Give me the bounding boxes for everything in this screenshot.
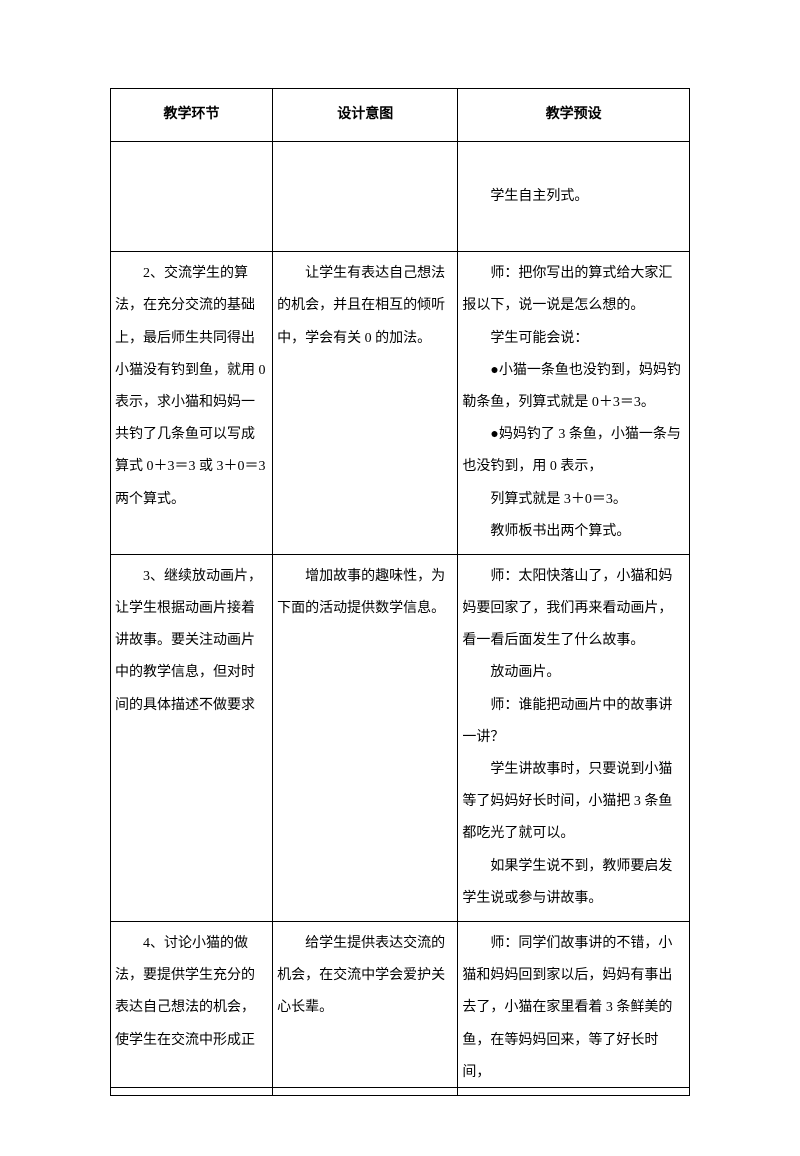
paragraph: 3、继续放动画片，让学生根据动画片接着讲故事。要关注动画片中的教学信息，但对时间… [115,561,268,722]
header-design-intent: 设计意图 [273,89,458,142]
cell-intent-3: 增加故事的趣味性，为下面的活动提供数学信息。 [273,554,458,921]
paragraph: 让学生有表达自己想法的机会，并且在相互的倾听中，学会有关 0 的加法。 [277,258,453,355]
cell-preset-2: 师：把你写出的算式给大家汇报以下，说一说是怎么想的。 学生可能会说： ●小猫一条… [458,252,690,555]
paragraph: 师：把你写出的算式给大家汇报以下，说一说是怎么想的。 [462,258,685,322]
paragraph: 2、交流学生的算法，在充分交流的基础上，最后师生共同得出小猫没有钓到鱼，就用 0… [115,258,268,516]
table-row: 4、讨论小猫的做法，要提供学生充分的表达自己想法的机会，使学生在交流中形成正 给… [111,921,690,1095]
table-row: 3、继续放动画片，让学生根据动画片接着讲故事。要关注动画片中的教学信息，但对时间… [111,554,690,921]
paragraph: 4、讨论小猫的做法，要提供学生充分的表达自己想法的机会，使学生在交流中形成正 [115,928,268,1057]
paragraph: 学生可能会说： [462,323,685,355]
table-row: 2、交流学生的算法，在充分交流的基础上，最后师生共同得出小猫没有钓到鱼，就用 0… [111,252,690,555]
paragraph: 教师板书出两个算式。 [462,516,685,548]
paragraph: 师：太阳快落山了，小猫和妈妈要回家了，我们再来看动画片，看一看后面发生了什么故事… [462,561,685,658]
lesson-plan-table: 教学环节 设计意图 教学预设 学生自主列式。 2、交流学生的算法，在充分交流的基… [110,88,690,1096]
paragraph: 学生讲故事时，只要说到小猫等了妈妈好长时间，小猫把 3 条鱼都吃光了就可以。 [462,754,685,851]
cell-segment-3: 3、继续放动画片，让学生根据动画片接着讲故事。要关注动画片中的教学信息，但对时间… [111,554,273,921]
table-row: 学生自主列式。 [111,142,690,252]
paragraph: 学生自主列式。 [462,181,685,213]
paragraph: 列算式就是 3＋0＝3。 [462,484,685,516]
cell-preset-3: 师：太阳快落山了，小猫和妈妈要回家了，我们再来看动画片，看一看后面发生了什么故事… [458,554,690,921]
paragraph: 增加故事的趣味性，为下面的活动提供数学信息。 [277,561,453,625]
cell-intent-4: 给学生提供表达交流的机会，在交流中学会爱护关心长辈。 [273,921,458,1095]
paragraph: ●小猫一条鱼也没钓到，妈妈钓勒条鱼，列算式就是 0＋3＝3。 [462,355,685,419]
paragraph: 师：谁能把动画片中的故事讲一讲？ [462,690,685,754]
paragraph: 如果学生说不到，教师要启发学生说或参与讲故事。 [462,851,685,915]
cell-preset-1: 学生自主列式。 [458,142,690,252]
document-page: 教学环节 设计意图 教学预设 学生自主列式。 2、交流学生的算法，在充分交流的基… [0,0,800,1156]
cell-intent-2: 让学生有表达自己想法的机会，并且在相互的倾听中，学会有关 0 的加法。 [273,252,458,555]
paragraph: ●妈妈钓了 3 条鱼，小猫一条与也没钓到，用 0 表示， [462,419,685,483]
cell-segment-4: 4、讨论小猫的做法，要提供学生充分的表达自己想法的机会，使学生在交流中形成正 [111,921,273,1095]
cell-segment-1 [111,142,273,252]
cell-preset-4: 师：同学们故事讲的不错，小猫和妈妈回到家以后，妈妈有事出去了，小猫在家里看着 3… [458,921,690,1095]
footer-divider [110,1087,690,1088]
paragraph: 给学生提供表达交流的机会，在交流中学会爱护关心长辈。 [277,928,453,1025]
header-teaching-preset: 教学预设 [458,89,690,142]
header-teaching-segment: 教学环节 [111,89,273,142]
cell-segment-2: 2、交流学生的算法，在充分交流的基础上，最后师生共同得出小猫没有钓到鱼，就用 0… [111,252,273,555]
table-header-row: 教学环节 设计意图 教学预设 [111,89,690,142]
paragraph: 放动画片。 [462,657,685,689]
cell-intent-1 [273,142,458,252]
paragraph: 师：同学们故事讲的不错，小猫和妈妈回到家以后，妈妈有事出去了，小猫在家里看着 3… [462,928,685,1089]
